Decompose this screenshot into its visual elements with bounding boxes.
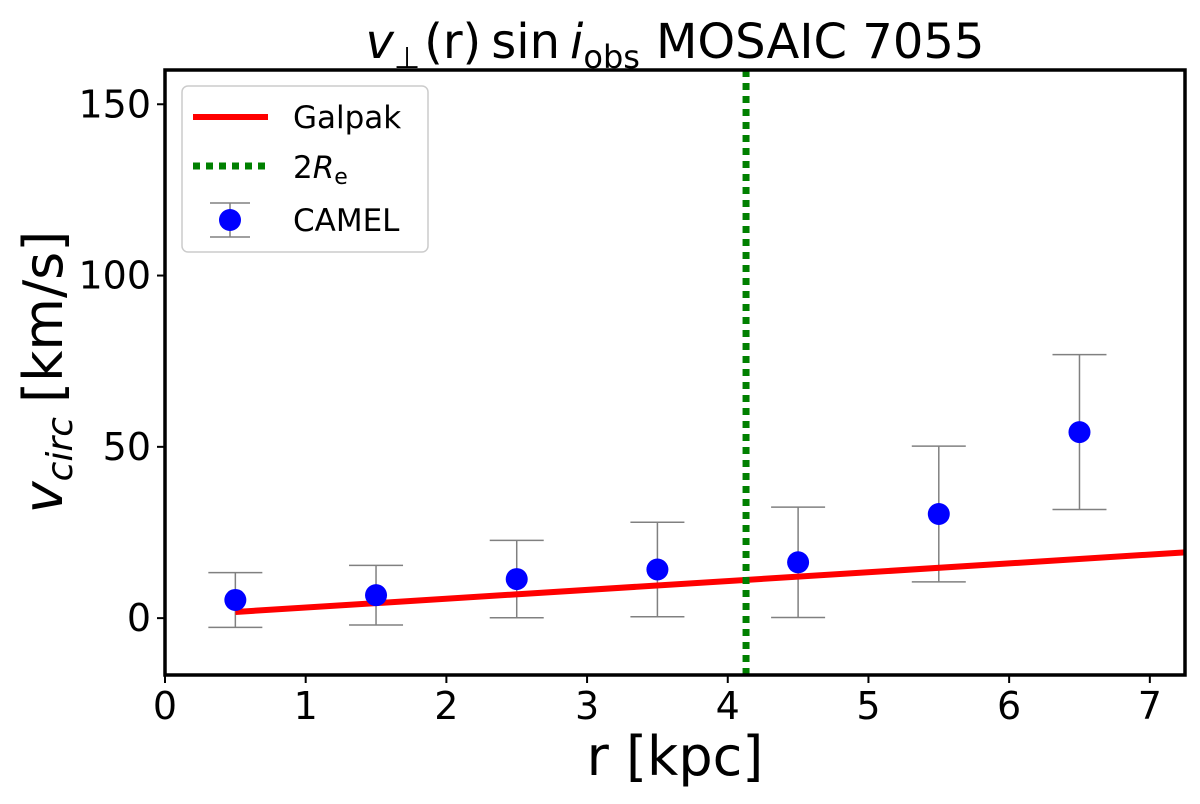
y-tick-label: 50 bbox=[103, 425, 151, 469]
chart-title: v⊥(r) sin iobs MOSAIC 7055 bbox=[366, 14, 985, 76]
plot-frame bbox=[163, 68, 1187, 677]
galpak-line bbox=[235, 549, 1186, 615]
camel-point bbox=[1068, 421, 1091, 444]
x-tick-label: 2 bbox=[434, 684, 458, 728]
legend: Galpak 2Re CAMEL bbox=[181, 85, 429, 253]
x-tick-label: 4 bbox=[716, 684, 740, 728]
camel-point bbox=[646, 558, 669, 581]
x-tick-label: 0 bbox=[153, 684, 177, 728]
x-tick-label: 5 bbox=[856, 684, 880, 728]
legend-camel-marker bbox=[219, 209, 241, 231]
legend-re-label: 2Re bbox=[293, 150, 348, 190]
x-axis-label: r [kpc] bbox=[587, 725, 764, 788]
camel-point bbox=[927, 502, 950, 525]
camel-point bbox=[787, 551, 810, 574]
y-tick-label: 0 bbox=[127, 596, 151, 640]
x-tick-label: 3 bbox=[575, 684, 599, 728]
x-tick-label: 6 bbox=[997, 684, 1021, 728]
camel-point bbox=[224, 588, 247, 611]
x-tick-label: 1 bbox=[294, 684, 318, 728]
legend-camel-label: CAMEL bbox=[293, 203, 400, 239]
y-axis-label: vcirc[km/s] bbox=[12, 231, 81, 514]
x-tick-label: 7 bbox=[1138, 684, 1162, 728]
camel-point bbox=[505, 568, 528, 591]
y-tick-label: 100 bbox=[78, 254, 151, 298]
legend-galpak-label: Galpak bbox=[293, 100, 401, 136]
legend-box bbox=[181, 85, 429, 253]
y-tick-label: 150 bbox=[78, 82, 151, 126]
camel-point bbox=[365, 584, 388, 607]
